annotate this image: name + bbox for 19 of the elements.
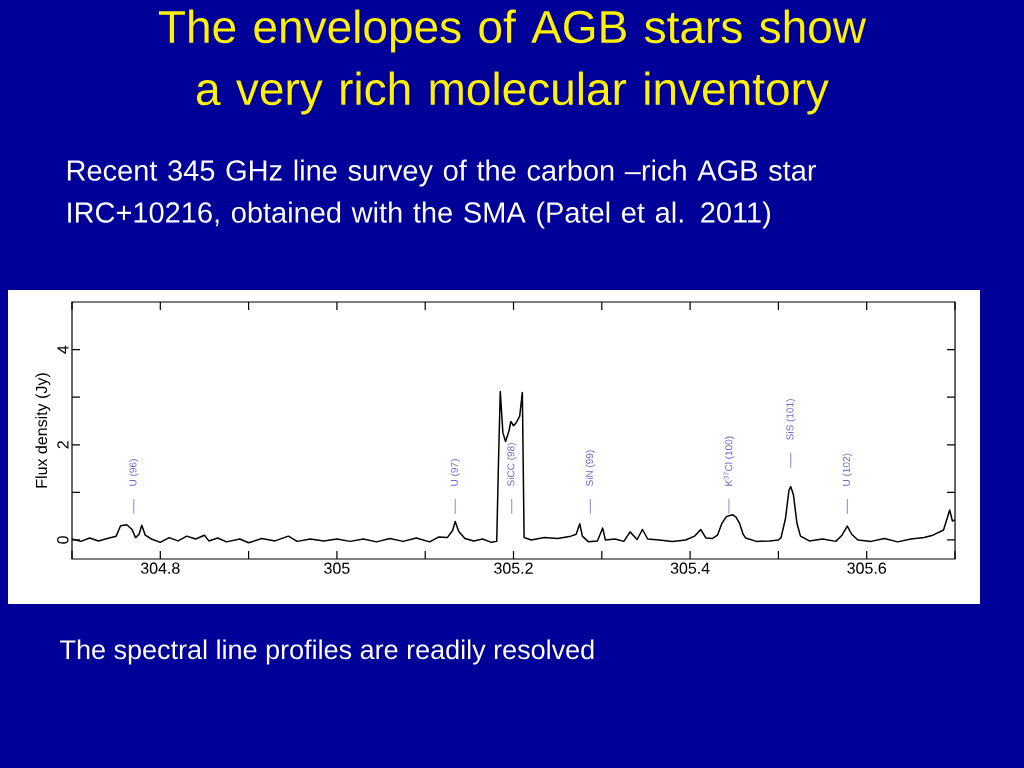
ref-line-label: K$^{37}$Cl (100) bbox=[723, 436, 735, 486]
y-tick-label: 4 bbox=[57, 345, 69, 354]
x-tick-label: 305 bbox=[324, 562, 350, 574]
y-tick-label: 0 bbox=[57, 536, 69, 544]
ref-line-label: U (97) bbox=[450, 459, 460, 486]
ref-line-label: U (102) bbox=[842, 453, 852, 486]
x-tick-label: 304.8 bbox=[140, 562, 180, 574]
y-axis-title: Flux density (Jy) bbox=[35, 373, 51, 488]
chart-subtitle: Recent 345 GHz line survey of the carbon –rich AGB star IRC+10216, obtained with the SMA (Patel et al. 2011) bbox=[67, 159, 817, 229]
ref-line-label: SiS (101) bbox=[786, 399, 796, 440]
x-tick-label: 305.2 bbox=[494, 562, 533, 574]
chart-title: The envelopes of AGB stars show a very rich molecular inventory bbox=[158, 9, 867, 115]
y-tick-label: 2 bbox=[57, 441, 69, 449]
text: The spectral line profiles are readily resolved bbox=[60, 639, 594, 665]
ref-line-label: SiCC (98) bbox=[507, 443, 517, 486]
x-tick-label: 305.4 bbox=[670, 562, 710, 574]
ref-line-label: U (96) bbox=[129, 459, 139, 486]
x-tick-label: 305.6 bbox=[847, 562, 887, 574]
ref-line-label: SiN (99) bbox=[585, 450, 595, 486]
